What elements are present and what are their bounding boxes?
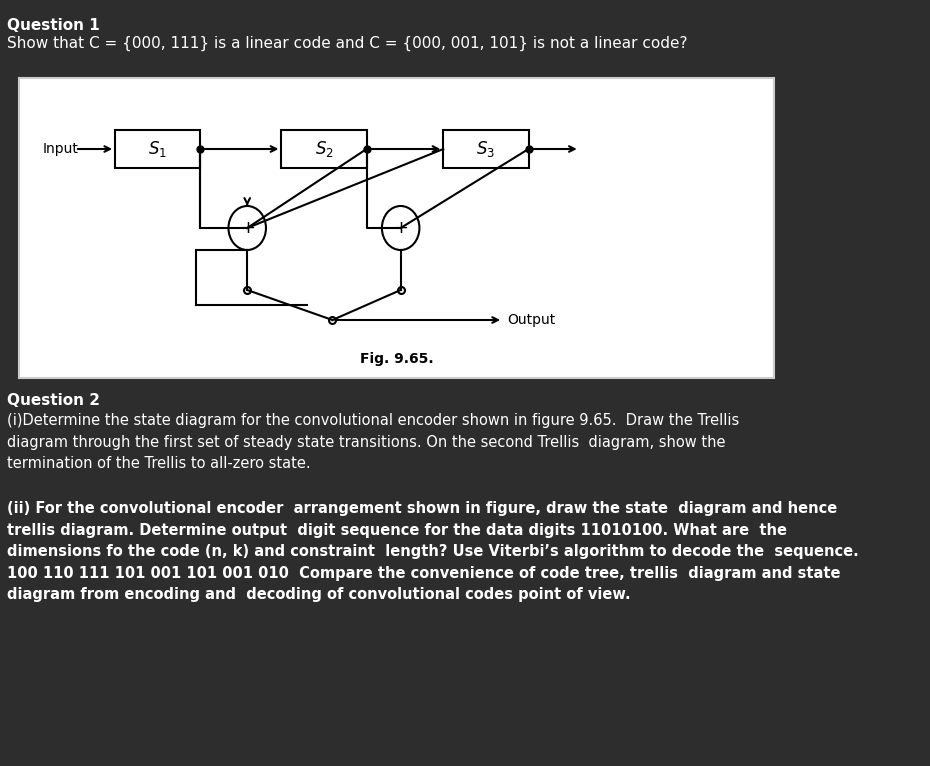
Bar — [281, 130, 366, 168]
FancyBboxPatch shape — [19, 78, 774, 378]
Text: Input: Input — [43, 142, 78, 156]
Text: +: + — [240, 219, 255, 237]
Text: (i)Determine the state diagram for the convolutional encoder shown in figure 9.6: (i)Determine the state diagram for the c… — [7, 413, 739, 471]
Text: Question 1: Question 1 — [7, 18, 100, 33]
Text: (ii) For the convolutional encoder  arrangement shown in figure, draw the state : (ii) For the convolutional encoder arran… — [7, 501, 858, 602]
Text: Fig. 9.65.: Fig. 9.65. — [360, 352, 433, 366]
Text: $S_3$: $S_3$ — [476, 139, 496, 159]
Text: Output: Output — [507, 313, 555, 327]
Text: Question 2: Question 2 — [7, 393, 100, 408]
Text: $S_2$: $S_2$ — [314, 139, 333, 159]
Text: +: + — [393, 219, 408, 237]
Text: $S_1$: $S_1$ — [148, 139, 167, 159]
Text: Show that C = {000, 111} is a linear code and C = {000, 001, 101} is not a linea: Show that C = {000, 111} is a linear cod… — [7, 36, 687, 51]
Bar — [444, 130, 528, 168]
Bar — [115, 130, 200, 168]
